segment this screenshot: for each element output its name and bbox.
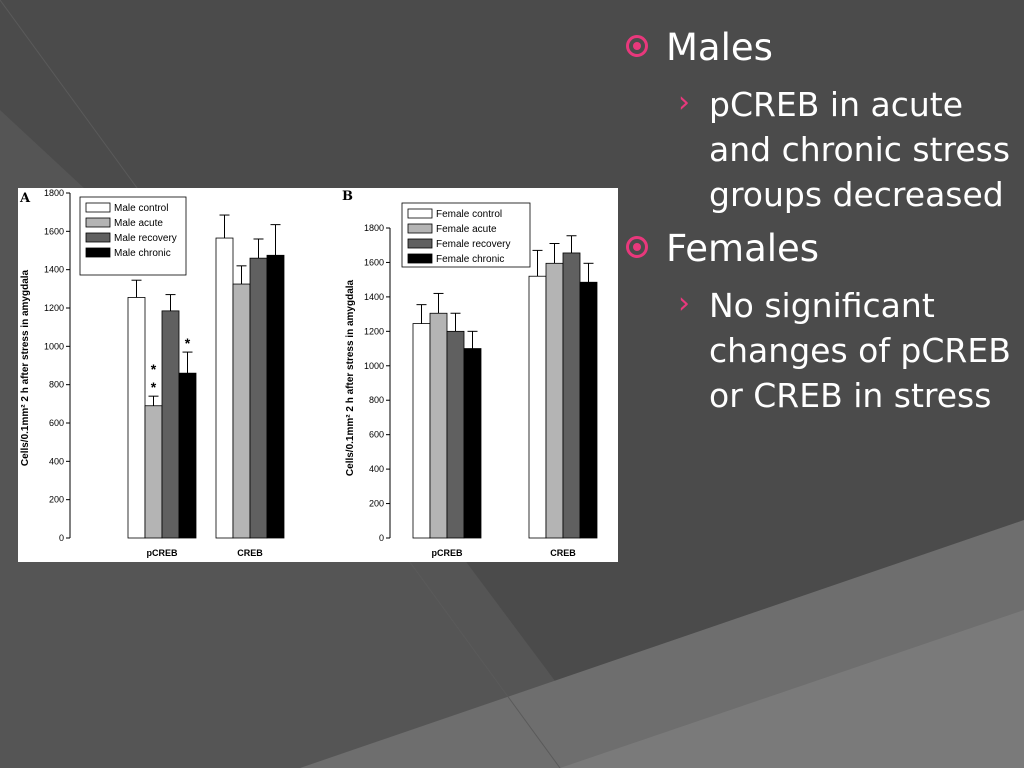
panel-label: B [342, 189, 353, 204]
bullet-circle-icon [626, 35, 648, 57]
bullet-list: Males › pCREB in acute and chronic stres… [622, 26, 1012, 418]
bullet-title: Females [666, 227, 820, 270]
x-tick-label: CREB [550, 548, 576, 558]
sub-bullet-males: › pCREB in acute and chronic stress grou… [622, 82, 1012, 217]
bar [412, 323, 431, 539]
legend-label: Female recovery [436, 239, 510, 250]
y-axis-title: Cells/0.1mm² 2 h after stress in amygdal… [345, 279, 356, 476]
y-tick-label: 0 [59, 533, 64, 543]
y-tick-label: 200 [369, 499, 384, 509]
legend-swatch [407, 208, 433, 219]
figure-panel: A 0 200 400 600 800 1000 1200 1400 1600 1800 Cells/… [18, 188, 618, 562]
legend-swatch [85, 217, 111, 228]
y-tick-label: 1400 [364, 292, 384, 302]
y-tick-label: 1800 [364, 223, 384, 233]
sub-bullet-females: › No significant changes of pCREB or CRE… [622, 283, 1012, 418]
x-tick-label: pCREB [432, 548, 463, 558]
bar [127, 297, 146, 539]
bullet-group-males: Males › pCREB in acute and chronic stres… [622, 26, 1012, 217]
y-tick-label: 1200 [364, 326, 384, 336]
legend-label: Male chronic [114, 248, 171, 259]
legend-swatch [85, 202, 111, 213]
bullet-males: Males [622, 26, 1012, 70]
bar [266, 254, 285, 539]
sub-bullet-text: No significant changes of pCREB or CREB … [709, 286, 1011, 415]
bar [215, 237, 234, 539]
bullet-circle-icon [626, 236, 648, 258]
legend-swatch [407, 223, 433, 234]
sub-bullet-text: pCREB in acute and chronic stress groups… [709, 85, 1011, 214]
significance-marker: * [185, 335, 191, 351]
bar [528, 275, 547, 539]
y-tick-label: 1000 [44, 341, 64, 351]
bar [232, 283, 251, 539]
y-tick-label: 0 [379, 533, 384, 543]
bar-charts: A 0 200 400 600 800 1000 1200 1400 1600 1800 Cells/… [19, 188, 598, 558]
legend-label: Male acute [114, 218, 163, 229]
y-tick-label: 1600 [364, 257, 384, 267]
bar [545, 262, 564, 539]
legend-label: Male control [114, 203, 168, 214]
y-tick-label: 600 [49, 418, 64, 428]
bar [463, 348, 482, 539]
bar [562, 252, 581, 539]
bar [429, 312, 448, 539]
y-tick-label: 400 [369, 464, 384, 474]
bar [249, 257, 268, 539]
y-tick-label: 1600 [44, 226, 64, 236]
significance-marker: * [151, 379, 157, 395]
x-tick-label: pCREB [147, 548, 178, 558]
legend-swatch [85, 232, 111, 243]
bar [144, 405, 163, 539]
y-tick-label: 1800 [44, 188, 64, 198]
y-tick-label: 1200 [44, 303, 64, 313]
chevron-right-icon: › [678, 85, 690, 120]
x-tick-label: CREB [237, 548, 263, 558]
y-tick-label: 1400 [44, 265, 64, 275]
bullet-females: Females [622, 227, 1012, 271]
legend-label: Female control [436, 209, 502, 220]
legend-label: Female chronic [436, 254, 504, 265]
legend-swatch [85, 247, 111, 258]
bar [178, 372, 197, 539]
bullet-title: Males [666, 26, 773, 69]
chevron-right-icon: › [678, 286, 690, 321]
legend-label: Male recovery [114, 233, 177, 244]
legend-swatch [407, 253, 433, 264]
bar [446, 330, 465, 539]
y-tick-label: 600 [369, 430, 384, 440]
y-axis-title: Cells/0.1mm² 2 h after stress in amygdal… [20, 269, 31, 466]
legend-swatch [407, 238, 433, 249]
y-tick-label: 1000 [364, 361, 384, 371]
bar [161, 310, 180, 539]
y-tick-label: 800 [369, 395, 384, 405]
y-tick-label: 200 [49, 495, 64, 505]
y-tick-label: 400 [49, 456, 64, 466]
bullet-group-females: Females › No significant changes of pCRE… [622, 227, 1012, 418]
significance-marker: * [151, 361, 157, 377]
y-tick-label: 800 [49, 380, 64, 390]
bar [579, 281, 598, 539]
legend-label: Female acute [436, 224, 497, 235]
panel-label: A [19, 191, 31, 206]
